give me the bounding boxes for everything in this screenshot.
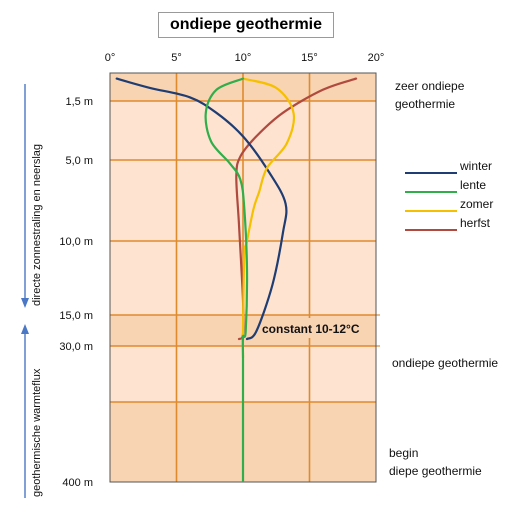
legend-label-lente: lente — [460, 178, 486, 192]
y-tick-label: 10,0 m — [59, 236, 93, 248]
band-label-begin: begin — [389, 446, 418, 460]
arrow-down-icon — [21, 298, 29, 308]
constant-label-box — [256, 318, 374, 338]
band-label-zeer-ondiepe: zeer ondiepe — [395, 79, 465, 93]
left-annotation-sun: directe zonnestraling en neerslag — [31, 144, 43, 306]
x-tick-label: 20° — [368, 52, 385, 64]
x-tick-label: 15° — [301, 52, 318, 64]
y-tick-label: 400 m — [62, 477, 93, 489]
legend-label-winter: winter — [459, 159, 492, 173]
y-tick-label: 30,0 m — [59, 341, 93, 353]
y-tick-label: 1,5 m — [65, 96, 93, 108]
left-annotation-flux: geothermische warmteflux — [31, 368, 43, 497]
series-line-lente — [204, 77, 249, 359]
y-tick-label: 5,0 m — [65, 155, 93, 167]
series-line-zomer — [241, 77, 296, 359]
band-label-diepe: diepe geothermie — [389, 464, 482, 478]
x-tick-label: 5° — [171, 52, 182, 64]
arrow-up-icon — [21, 324, 29, 334]
band-label-ondiepe: ondiepe geothermie — [392, 356, 498, 370]
legend-label-zomer: zomer — [460, 197, 493, 211]
band-label-zeer-ondiepe: geothermie — [395, 97, 455, 111]
y-tick-label: 15,0 m — [59, 310, 93, 322]
chart-title: ondiepe geothermie — [158, 12, 334, 38]
x-tick-label: 0° — [105, 52, 116, 64]
x-tick-label: 10° — [235, 52, 252, 64]
band-label-constant: constant 10-12°C — [262, 322, 360, 336]
series-line-winter — [115, 77, 288, 341]
legend-label-herfst: herfst — [460, 216, 491, 230]
